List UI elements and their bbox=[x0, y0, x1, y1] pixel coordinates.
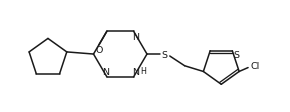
Text: Cl: Cl bbox=[250, 62, 260, 70]
Text: N: N bbox=[132, 68, 139, 77]
Text: O: O bbox=[95, 46, 103, 55]
Text: N: N bbox=[132, 32, 139, 41]
Text: N: N bbox=[102, 68, 109, 77]
Text: S: S bbox=[162, 50, 168, 59]
Text: H: H bbox=[141, 67, 146, 76]
Text: S: S bbox=[233, 51, 239, 60]
